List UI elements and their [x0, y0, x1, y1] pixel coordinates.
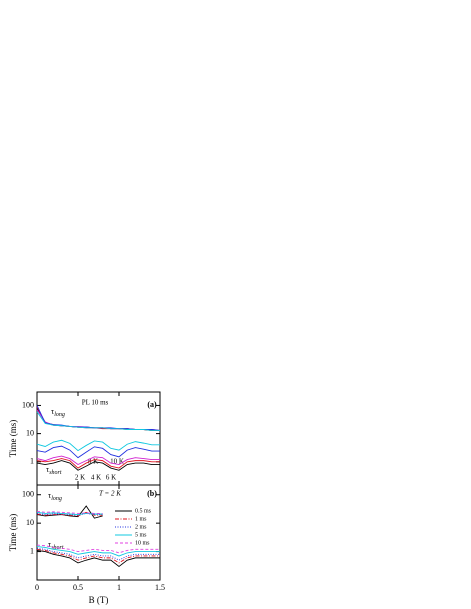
- series-line: [36, 411, 160, 431]
- tau: τ: [48, 491, 52, 500]
- legend-label: 2 ms: [135, 524, 147, 530]
- tau: τ: [46, 465, 50, 474]
- plot-frame-b: [36, 484, 161, 581]
- x-tick-label: 0.5: [73, 583, 83, 592]
- annotation: T = 2 K: [99, 490, 121, 498]
- subscript: short: [49, 470, 62, 476]
- series-line: [36, 406, 160, 431]
- series-annotation: 8 K: [88, 458, 98, 466]
- subscript: long: [51, 496, 62, 502]
- x-tick-label: 1: [117, 583, 121, 592]
- subscript: short: [51, 545, 64, 551]
- y-axis-label: Time (ms): [8, 420, 18, 457]
- panel-label: (b): [147, 489, 157, 498]
- series-line: [36, 544, 160, 554]
- series-annotation: 6 K: [106, 474, 116, 482]
- y-tick-label: 1: [30, 546, 34, 555]
- series-annotation: 10 K: [110, 458, 124, 466]
- series-annotation: 2 K: [75, 474, 85, 482]
- panel-label: (a): [147, 400, 157, 409]
- series-line: [36, 511, 103, 516]
- tau: τ: [48, 540, 52, 549]
- y-tick-label: 100: [22, 400, 34, 409]
- series-line: [36, 505, 103, 519]
- annotation: τshort: [48, 540, 64, 552]
- series-annotation: 4 K: [91, 474, 101, 482]
- series-line: [36, 460, 160, 471]
- series-line: [36, 546, 160, 557]
- y-axis-label: Time (ms): [8, 514, 18, 551]
- y-tick-label: 100: [22, 490, 34, 499]
- series-line: [36, 548, 160, 564]
- legend-label: 1 ms: [135, 516, 147, 522]
- y-tick-label: 10: [26, 518, 34, 527]
- series-line: [36, 458, 160, 469]
- series-line: [36, 547, 160, 561]
- x-axis-label: B (T): [89, 595, 109, 605]
- series-line: [36, 455, 160, 466]
- series-line: [36, 445, 160, 459]
- series-line: [36, 439, 160, 452]
- tau: τ: [51, 407, 55, 416]
- annotation: τlong: [48, 491, 62, 503]
- x-tick-label: 1.5: [155, 583, 165, 592]
- subscript: long: [54, 412, 65, 418]
- x-tick-label: 0: [35, 583, 39, 592]
- series-line: [36, 511, 103, 517]
- legend-label: 10 ms: [135, 540, 150, 546]
- annotation: PL 10 ms: [82, 399, 109, 407]
- series-line: [36, 549, 160, 568]
- annotation: τshort: [46, 465, 62, 477]
- series-line: [36, 510, 103, 514]
- y-tick-label: 1: [30, 457, 34, 466]
- legend-label: 5 ms: [135, 532, 147, 538]
- annotation: τlong: [51, 407, 65, 419]
- y-tick-label: 10: [26, 428, 34, 437]
- legend-label: 0.5 ms: [135, 508, 152, 514]
